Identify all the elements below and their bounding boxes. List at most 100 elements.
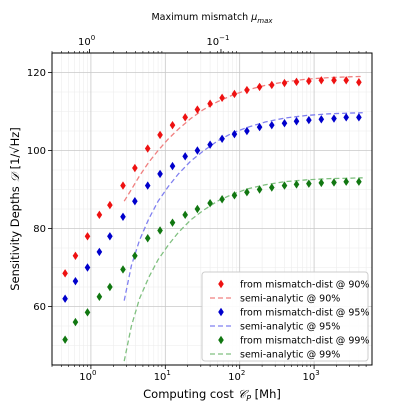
x-tick-label: 102 — [228, 369, 245, 383]
data-point — [356, 78, 362, 87]
data-point — [293, 77, 300, 87]
data-point — [62, 335, 68, 344]
data-point — [157, 169, 163, 179]
data-point — [144, 181, 151, 190]
data-point — [207, 140, 213, 149]
data-point — [120, 265, 126, 274]
data-point — [268, 120, 275, 130]
data-point — [343, 76, 349, 85]
data-point — [281, 119, 288, 128]
data-point — [132, 197, 138, 206]
data-point — [144, 234, 151, 243]
x-axis-label: Computing cost 𝒞P [Mh] — [143, 387, 281, 403]
data-point — [62, 269, 68, 278]
data-point — [244, 188, 250, 197]
data-point — [268, 80, 275, 90]
data-point — [231, 129, 238, 139]
data-point — [306, 179, 312, 188]
legend-label: from mismatch-dist @ 95% — [240, 308, 369, 319]
legend-label: from mismatch-dist @ 90% — [240, 280, 369, 291]
legend-box — [201, 271, 369, 362]
data-point — [182, 210, 188, 220]
data-point — [169, 161, 176, 171]
data-point — [244, 126, 250, 136]
data-point — [356, 113, 362, 122]
top-x-tick-label: 10−1 — [206, 34, 229, 48]
data-point — [281, 78, 288, 88]
data-point — [120, 181, 126, 190]
x-tick-label: 100 — [79, 369, 96, 383]
plot-frame — [51, 52, 373, 366]
data-point — [96, 210, 103, 220]
x-tick-label: 103 — [303, 369, 320, 383]
data-point — [256, 82, 263, 92]
x-tick-label: 101 — [154, 369, 171, 383]
data-point — [72, 317, 79, 327]
data-point — [72, 276, 79, 286]
data-point — [256, 122, 263, 132]
data-point — [318, 115, 325, 124]
data-point — [231, 89, 238, 99]
data-point — [244, 85, 250, 95]
data-point — [293, 180, 300, 189]
legend-entries: from mismatch-dist @ 90% semi-analytic @ … — [210, 280, 369, 361]
data-point — [72, 251, 79, 260]
y-tick-label: 60 — [33, 302, 46, 313]
data-point — [306, 115, 312, 125]
axis-ticks — [48, 49, 367, 369]
data-point — [207, 198, 213, 208]
series-line-semi-analytic-99- — [123, 177, 363, 362]
data-point — [331, 114, 337, 123]
data-point — [256, 185, 263, 194]
data-point — [169, 218, 176, 227]
data-point — [343, 113, 349, 122]
data-point — [157, 130, 163, 140]
data-point — [84, 232, 91, 241]
data-point — [120, 212, 126, 221]
data-point — [231, 191, 238, 200]
data-point — [219, 134, 225, 143]
y-tick-label: 120 — [27, 68, 46, 79]
top-axis-label: Maximum mismatch μmax — [151, 12, 273, 25]
data-point — [107, 200, 113, 210]
data-point — [194, 204, 201, 214]
data-point — [62, 294, 68, 303]
data-point — [132, 251, 138, 260]
legend-label: semi-analytic @ 99% — [240, 350, 340, 361]
data-point — [96, 292, 103, 301]
legend-marker-swatch — [218, 279, 224, 289]
legend-label: from mismatch-dist @ 99% — [240, 336, 369, 347]
data-point — [318, 76, 325, 85]
data-point — [182, 152, 188, 161]
data-point — [96, 247, 103, 257]
data-point — [306, 76, 312, 86]
data-point — [194, 105, 201, 114]
data-point — [84, 263, 91, 272]
legend-label: semi-analytic @ 90% — [240, 294, 340, 305]
legend-marker-swatch — [218, 307, 224, 317]
data-point — [318, 178, 325, 188]
data-point — [107, 232, 113, 241]
series-markers — [62, 76, 362, 344]
data-point — [268, 183, 275, 192]
tick-labels: 100 101 102 103 60 80 100 120 100 10−1 — [27, 34, 320, 383]
data-point — [169, 120, 176, 130]
data-point — [219, 195, 225, 204]
y-tick-label: 80 — [33, 224, 46, 235]
legend: from mismatch-dist @ 90% semi-analytic @ … — [201, 271, 369, 362]
legend-marker-swatch — [218, 335, 224, 345]
data-point — [356, 177, 362, 186]
data-point — [194, 146, 201, 155]
data-point — [219, 93, 225, 103]
data-point — [207, 99, 213, 108]
data-point — [144, 144, 151, 153]
y-tick-label: 100 — [27, 146, 46, 157]
data-point — [281, 181, 288, 190]
data-point — [331, 178, 337, 187]
data-point — [331, 76, 337, 85]
data-point — [84, 308, 91, 317]
data-point — [157, 226, 163, 235]
top-x-tick-label: 100 — [78, 34, 95, 48]
data-point — [132, 163, 138, 173]
